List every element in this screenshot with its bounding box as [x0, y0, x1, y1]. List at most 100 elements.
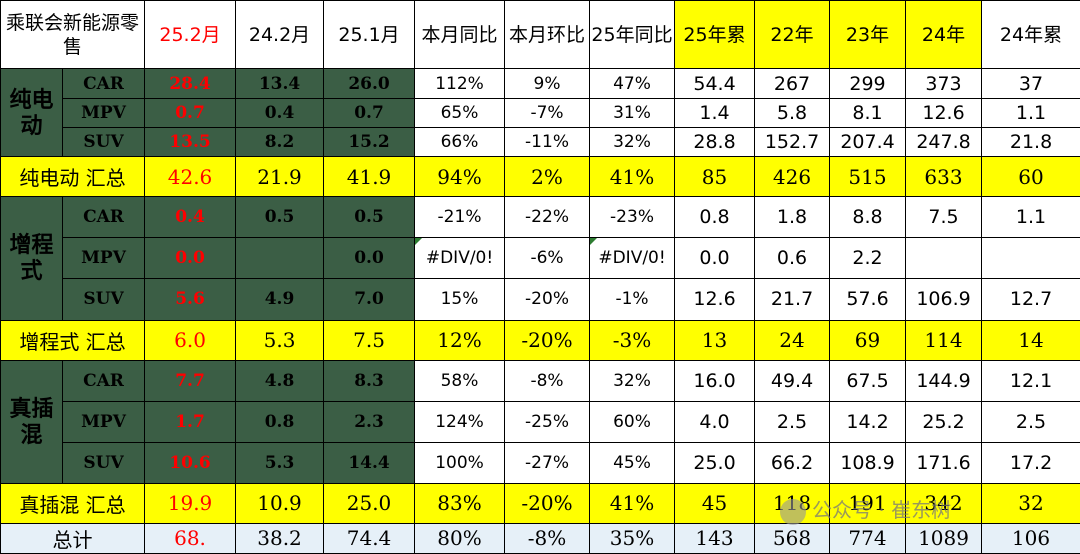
value-cell: 299: [829, 68, 907, 100]
value-cell: 207.4: [829, 127, 907, 158]
group-label-erev: 增程式: [0, 196, 63, 321]
value-cell: -27%: [504, 441, 591, 484]
header-cell: 25.1月: [323, 0, 416, 70]
value-cell: 19.9: [144, 482, 237, 524]
type-cell: CAR: [61, 68, 146, 100]
value-cell: 0.8: [235, 400, 325, 443]
header-cell: 本月同比: [414, 0, 506, 70]
value-cell: 54.4: [674, 68, 756, 100]
value-cell: 21.7: [754, 278, 831, 321]
header-cell: 22年: [754, 0, 831, 70]
value-cell: 2.5: [754, 400, 831, 443]
value-cell: 4.9: [235, 278, 325, 321]
value-cell: 32: [981, 482, 1080, 524]
value-cell: 0.4: [235, 98, 325, 129]
value-cell: -20%: [504, 482, 591, 524]
value-cell: 45: [674, 482, 756, 524]
value-cell: 118: [754, 482, 831, 524]
value-cell: 1.4: [674, 98, 756, 129]
value-cell: 85: [674, 156, 756, 198]
value-cell: 32%: [589, 359, 676, 402]
value-cell: [905, 237, 983, 280]
value-cell: 171.6: [905, 441, 983, 484]
value-cell: 7.0: [323, 278, 416, 321]
value-cell: 1089: [905, 522, 983, 554]
value-cell: 5.3: [235, 319, 325, 361]
value-cell: 0.5: [323, 196, 416, 239]
value-cell: -1%: [589, 278, 676, 321]
value-cell: [235, 237, 325, 280]
value-cell: 152.7: [754, 127, 831, 158]
value-cell: 2.2: [829, 237, 907, 280]
table-row: MPV 0.0 0.0 #DIV/0! -6% #DIV/0! 0.0 0.6 …: [1, 237, 1080, 280]
value-cell: 58%: [414, 359, 506, 402]
value-cell: 143: [674, 522, 756, 554]
value-cell: [981, 237, 1080, 280]
value-cell: -3%: [589, 319, 676, 361]
value-cell: 41.9: [323, 156, 416, 198]
type-cell: SUV: [61, 441, 146, 484]
value-cell: 112%: [414, 68, 506, 100]
value-cell: 38.2: [235, 522, 325, 554]
value-cell: 5.6: [144, 278, 237, 321]
value-cell: 568: [754, 522, 831, 554]
type-cell: MPV: [61, 98, 146, 129]
value-cell: 12.1: [981, 359, 1080, 402]
value-cell: 0.8: [674, 196, 756, 239]
value-cell: 37: [981, 68, 1080, 100]
value-cell: 25.0: [323, 482, 416, 524]
value-cell: 42.6: [144, 156, 237, 198]
value-cell: 114: [905, 319, 983, 361]
value-cell: 12.6: [674, 278, 756, 321]
table-row: 纯电动 CAR 28.4 13.4 26.0 112% 9% 47% 54.4 …: [0, 68, 1080, 158]
type-cell: SUV: [61, 127, 146, 158]
value-cell: 1.1: [981, 98, 1080, 129]
value-cell: 0.0: [144, 237, 237, 280]
table-row: SUV 13.5 8.2 15.2 66% -11% 32% 28.8 152.…: [1, 127, 1080, 158]
value-cell: 17.2: [981, 441, 1080, 484]
value-cell: 25.2: [905, 400, 983, 443]
header-cell: 25年累: [674, 0, 756, 70]
value-cell: 12.7: [981, 278, 1080, 321]
value-cell: 633: [905, 156, 983, 198]
table-row: MPV 0.7 0.4 0.7 65% -7% 31% 1.4 5.8 8.1 …: [1, 98, 1080, 129]
value-cell: 83%: [414, 482, 506, 524]
value-cell: -6%: [504, 237, 591, 280]
value-cell: 9%: [504, 68, 591, 100]
value-cell: 15.2: [323, 127, 416, 158]
value-cell: 32%: [589, 127, 676, 158]
value-cell: 21.8: [981, 127, 1080, 158]
header-cell: 本月环比: [504, 0, 591, 70]
value-cell: 14: [981, 319, 1080, 361]
summary-row: 纯电动 汇总 42.6 21.9 41.9 94% 2% 41% 85 426 …: [0, 156, 1080, 198]
value-cell: 0.7: [144, 98, 237, 129]
value-cell: 66.2: [754, 441, 831, 484]
value-cell: #DIV/0!: [414, 237, 506, 280]
value-cell: 0.5: [235, 196, 325, 239]
value-cell: 144.9: [905, 359, 983, 402]
value-cell: -20%: [504, 319, 591, 361]
value-cell: 28.8: [674, 127, 756, 158]
value-cell: 57.6: [829, 278, 907, 321]
type-cell: MPV: [61, 237, 146, 280]
value-cell: 124%: [414, 400, 506, 443]
total-label: 总计: [0, 522, 146, 554]
value-cell: 16.0: [674, 359, 756, 402]
value-cell: 0.4: [144, 196, 237, 239]
value-cell: -23%: [589, 196, 676, 239]
table-row: 增程式 CAR 0.4 0.5 0.5 -21% -22% -23% 0.8 1…: [0, 196, 1080, 321]
header-cell: 23年: [829, 0, 907, 70]
value-cell: 69: [829, 319, 907, 361]
value-cell: #DIV/0!: [589, 237, 676, 280]
value-cell: 247.8: [905, 127, 983, 158]
value-cell: 13.4: [235, 68, 325, 100]
value-cell: 100%: [414, 441, 506, 484]
summary-row: 真插混 汇总 19.9 10.9 25.0 83% -20% 41% 45 11…: [0, 482, 1080, 524]
value-cell: 108.9: [829, 441, 907, 484]
value-cell: 65%: [414, 98, 506, 129]
value-cell: -25%: [504, 400, 591, 443]
type-cell: SUV: [61, 278, 146, 321]
header-row: 乘联会新能源零售 25.2月 24.2月 25.1月 本月同比 本月环比 25年…: [0, 0, 1080, 70]
value-cell: -8%: [504, 522, 591, 554]
